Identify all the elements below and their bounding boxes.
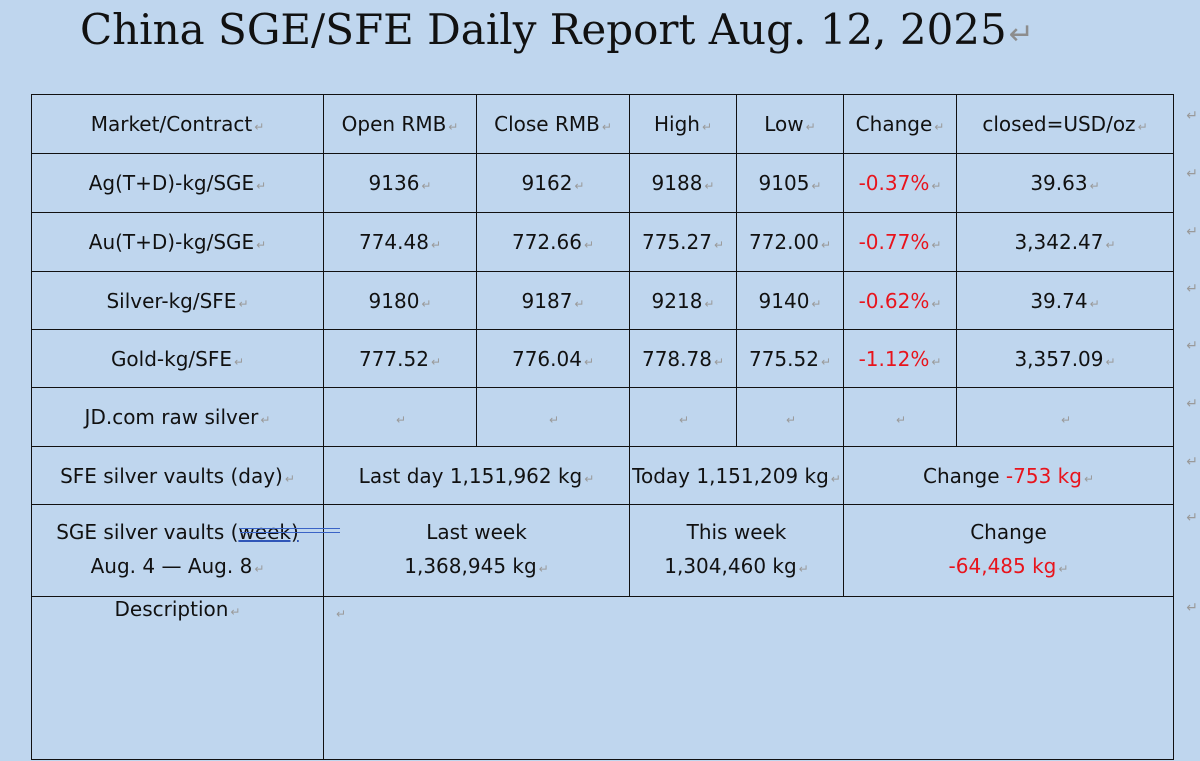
cell-open[interactable]: 777.52 ↵ <box>323 329 477 388</box>
sfe-today[interactable]: Today 1,151,209 kg ↵ <box>629 446 844 505</box>
cell-low[interactable]: 9140 ↵ <box>736 271 844 330</box>
row-end-mark-icon: ↵ <box>1186 510 1198 526</box>
cell-usd[interactable]: 39.74 ↵ <box>956 271 1174 330</box>
cell-change[interactable]: ↵ <box>843 387 957 447</box>
report-title: China SGE/SFE Daily Report Aug. 12, 2025… <box>80 2 1034 63</box>
paragraph-mark-icon: ↵ <box>1008 17 1034 52</box>
sge-this-week[interactable]: This week 1,304,460 kg ↵ <box>629 504 844 597</box>
cell-high[interactable]: 775.27 ↵ <box>629 212 737 272</box>
cell-usd[interactable]: 3,357.09 ↵ <box>956 329 1174 388</box>
row-end-mark-icon: ↵ <box>1186 600 1198 616</box>
cell-market[interactable]: JD.com raw silver ↵ <box>31 387 324 447</box>
header-cell-open[interactable]: Open RMB ↵ <box>323 94 477 154</box>
header-cell-market[interactable]: Market/Contract ↵ <box>31 94 324 154</box>
cell-low[interactable]: 775.52 ↵ <box>736 329 844 388</box>
row-end-mark-icon: ↵ <box>1186 224 1198 240</box>
cell-open[interactable]: 9136 ↵ <box>323 153 477 213</box>
cell-open[interactable]: ↵ <box>323 387 477 447</box>
sge-vaults-label[interactable]: SGE silver vaults (week) Aug. 4 — Aug. 8… <box>31 504 324 597</box>
cell-change[interactable]: -0.62% ↵ <box>843 271 957 330</box>
cell-open[interactable]: 774.48 ↵ <box>323 212 477 272</box>
cell-high[interactable]: 778.78 ↵ <box>629 329 737 388</box>
table-row: Silver-kg/SFE ↵ 9180 ↵ 9187 ↵ 9218 ↵ 9140 ↵ -… <box>31 271 1174 330</box>
cell-change[interactable]: -1.12% ↵ <box>843 329 957 388</box>
description-body[interactable]: ↵ <box>323 596 1174 760</box>
sfe-vaults-row: SFE silver vaults (day) ↵ Last day 1,151,… <box>31 446 1174 505</box>
sfe-last-day[interactable]: Last day 1,151,962 kg ↵ <box>323 446 630 505</box>
row-end-mark-icon: ↵ <box>1186 338 1198 354</box>
header-cell-change[interactable]: Change ↵ <box>843 94 957 154</box>
row-end-mark-icon: ↵ <box>1186 454 1198 470</box>
cell-high[interactable]: 9188 ↵ <box>629 153 737 213</box>
row-end-mark-icon: ↵ <box>1186 281 1198 297</box>
cell-change[interactable]: -0.37% ↵ <box>843 153 957 213</box>
spellcheck-underline <box>240 528 340 533</box>
cell-usd[interactable]: 3,342.47 ↵ <box>956 212 1174 272</box>
header-cell-low[interactable]: Low ↵ <box>736 94 844 154</box>
cell-usd[interactable]: ↵ <box>956 387 1174 447</box>
sge-last-week[interactable]: Last week 1,368,945 kg ↵ <box>323 504 630 597</box>
cell-high[interactable]: 9218 ↵ <box>629 271 737 330</box>
table-row: Au(T+D)-kg/SGE ↵ 774.48 ↵ 772.66 ↵ 775.27 ↵ … <box>31 212 1174 272</box>
table-row: Gold-kg/SFE ↵ 777.52 ↵ 776.04 ↵ 778.78 ↵ 775… <box>31 329 1174 388</box>
sfe-vaults-label[interactable]: SFE silver vaults (day) ↵ <box>31 446 324 505</box>
cell-market[interactable]: Gold-kg/SFE ↵ <box>31 329 324 388</box>
cell-close[interactable]: 776.04 ↵ <box>476 329 630 388</box>
description-row: Description ↵ ↵ <box>31 596 1174 760</box>
cell-low[interactable]: 9105 ↵ <box>736 153 844 213</box>
cell-market[interactable]: Silver-kg/SFE ↵ <box>31 271 324 330</box>
sge-vaults-row: SGE silver vaults (week) Aug. 4 — Aug. 8… <box>31 504 1174 597</box>
table-row: Ag(T+D)-kg/SGE ↵ 9136 ↵ 9162 ↵ 9188 ↵ 9105 ↵ … <box>31 153 1174 213</box>
cell-market[interactable]: Au(T+D)-kg/SGE ↵ <box>31 212 324 272</box>
sge-change[interactable]: Change -64,485 kg ↵ <box>843 504 1174 597</box>
sfe-change[interactable]: Change -753 kg ↵ <box>843 446 1174 505</box>
cell-open[interactable]: 9180 ↵ <box>323 271 477 330</box>
row-end-mark-icon: ↵ <box>1186 166 1198 182</box>
cell-market[interactable]: Ag(T+D)-kg/SGE ↵ <box>31 153 324 213</box>
row-end-mark-icon: ↵ <box>1186 108 1198 124</box>
cell-low[interactable]: ↵ <box>736 387 844 447</box>
description-label[interactable]: Description ↵ <box>31 596 324 760</box>
cell-low[interactable]: 772.00 ↵ <box>736 212 844 272</box>
report-table: Market/Contract ↵ Open RMB ↵ Close RMB ↵ Hi… <box>31 94 1174 760</box>
cell-close[interactable]: 9187 ↵ <box>476 271 630 330</box>
header-cell-high[interactable]: High ↵ <box>629 94 737 154</box>
cell-change[interactable]: -0.77% ↵ <box>843 212 957 272</box>
report-title-text: China SGE/SFE Daily Report Aug. 12, 2025 <box>80 5 1007 54</box>
cell-usd[interactable]: 39.63 ↵ <box>956 153 1174 213</box>
row-end-mark-icon: ↵ <box>1186 396 1198 412</box>
cell-high[interactable]: ↵ <box>629 387 737 447</box>
cell-close[interactable]: ↵ <box>476 387 630 447</box>
cell-close[interactable]: 772.66 ↵ <box>476 212 630 272</box>
header-cell-usd[interactable]: closed=USD/oz ↵ <box>956 94 1174 154</box>
table-row: JD.com raw silver ↵ ↵ ↵ ↵ ↵ ↵ ↵ <box>31 387 1174 447</box>
cell-close[interactable]: 9162 ↵ <box>476 153 630 213</box>
header-row: Market/Contract ↵ Open RMB ↵ Close RMB ↵ Hi… <box>31 94 1174 154</box>
header-cell-close[interactable]: Close RMB ↵ <box>476 94 630 154</box>
